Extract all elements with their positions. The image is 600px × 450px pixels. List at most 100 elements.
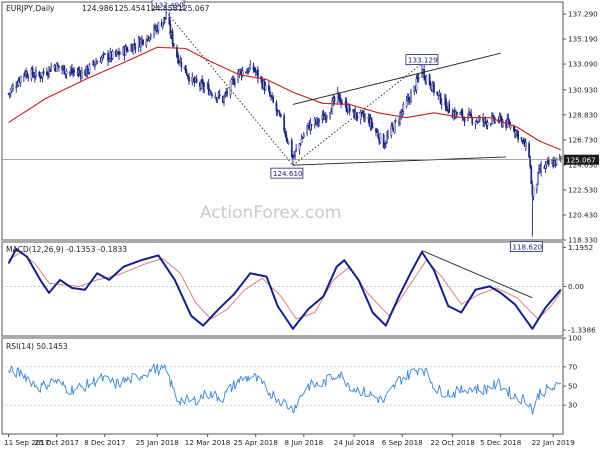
candle-body (292, 155, 294, 159)
candle-body (224, 93, 226, 96)
candle-body (489, 123, 492, 125)
ohlc-low: 124.858 (146, 4, 178, 13)
candle-body (439, 93, 442, 104)
price-tick-label: 120.430 (568, 210, 598, 219)
candle-body (17, 80, 20, 86)
candle-body (474, 121, 477, 125)
candle-body (231, 78, 234, 80)
candle-body (86, 65, 89, 74)
candle-body (111, 50, 114, 59)
candle-body (530, 166, 533, 185)
candle-body (41, 72, 44, 78)
date-tick-label: 11 Sep 2017 (4, 438, 50, 447)
candle-body (234, 82, 236, 84)
candle-body (301, 137, 304, 140)
candle-body (416, 77, 419, 80)
candle-body (293, 155, 295, 157)
candle-body (124, 46, 127, 56)
macd-panel-title: MACD(12,26,9) -0.1353 -0.1833 (6, 245, 127, 254)
sma-line (8, 46, 562, 151)
candle-body (169, 24, 172, 36)
candle-body (394, 120, 397, 122)
candle-body (370, 118, 373, 127)
candle-body (12, 85, 14, 89)
candle-body (202, 81, 205, 89)
candle-body (172, 43, 175, 47)
candle-body (475, 120, 478, 122)
candle-body (387, 134, 389, 138)
macd-line (7, 247, 562, 330)
candle-body (133, 43, 136, 46)
candle-body (276, 109, 279, 112)
candle-body (536, 172, 539, 185)
ohlc-open: 124.986 (82, 4, 114, 13)
candle-body (10, 87, 13, 92)
candle-body (476, 121, 479, 123)
macd-tick-label: 0.00 (568, 282, 584, 291)
candle-body (223, 96, 225, 103)
candle-body (226, 91, 229, 94)
candle-body (377, 133, 380, 138)
ohlc-close: 125.067 (178, 4, 210, 13)
price-panel-frame (1, 1, 564, 241)
candle-body (345, 101, 348, 112)
candle-body (100, 57, 103, 64)
candle-body (486, 122, 489, 126)
candle-body (436, 91, 439, 95)
candle-body (201, 79, 203, 84)
candle-body (176, 47, 178, 58)
candle-body (459, 112, 462, 115)
candle-body (277, 110, 280, 113)
date-tick-label: 12 Mar 2018 (185, 438, 231, 447)
annotation-label: 124.610 (273, 169, 303, 178)
candle-body (284, 131, 287, 135)
candle-body (421, 73, 423, 78)
candle-body (257, 69, 259, 79)
trendline (292, 52, 501, 105)
watermark: ActionForex.com (200, 203, 341, 223)
candle-body (177, 54, 179, 64)
candle-body (471, 118, 474, 124)
candle-body (364, 117, 366, 120)
macd-tick-label: -1.3386 (568, 326, 596, 335)
candle-body (149, 34, 152, 38)
candle-body (207, 84, 210, 95)
ohlc-high: 125.454 (114, 4, 146, 13)
price-tick-label: 126.730 (568, 135, 598, 144)
candle-body (376, 131, 378, 133)
candle-body (356, 116, 359, 119)
candle-body (428, 74, 431, 85)
rsi-plot: 100 70 50 30 (2, 334, 582, 415)
candle-body (237, 72, 240, 83)
annotation-label: 137.490 (154, 0, 184, 9)
candle-body (283, 115, 285, 131)
candle-body (171, 31, 174, 45)
annotation-box (509, 241, 543, 252)
candle-body (56, 64, 59, 66)
candle-body (162, 17, 165, 24)
candle-body (491, 115, 493, 124)
date-tick-label: 8 Dec 2017 (84, 438, 125, 447)
candle-body (499, 115, 502, 119)
candle-body (185, 72, 188, 76)
candle-body (325, 115, 328, 119)
candle-body (58, 65, 60, 68)
candle-body (80, 70, 83, 79)
candle-body (433, 82, 435, 93)
candle-body (16, 85, 19, 87)
candle-body (359, 111, 362, 120)
candle-body (445, 98, 447, 111)
annotation-box (405, 54, 439, 66)
macd-trendline (421, 250, 533, 299)
candle-body (214, 95, 217, 98)
candle-body (65, 71, 68, 75)
price-tick-label: 118.330 (568, 236, 598, 245)
annotation-box (151, 0, 185, 11)
candle-body (290, 140, 293, 158)
annotation-label: 118.620 (512, 242, 542, 251)
candle-body (402, 104, 405, 112)
candle-body (254, 71, 257, 73)
rsi-tick-label: 50 (568, 382, 578, 391)
candle-body (210, 91, 212, 94)
candle-body (484, 117, 487, 122)
